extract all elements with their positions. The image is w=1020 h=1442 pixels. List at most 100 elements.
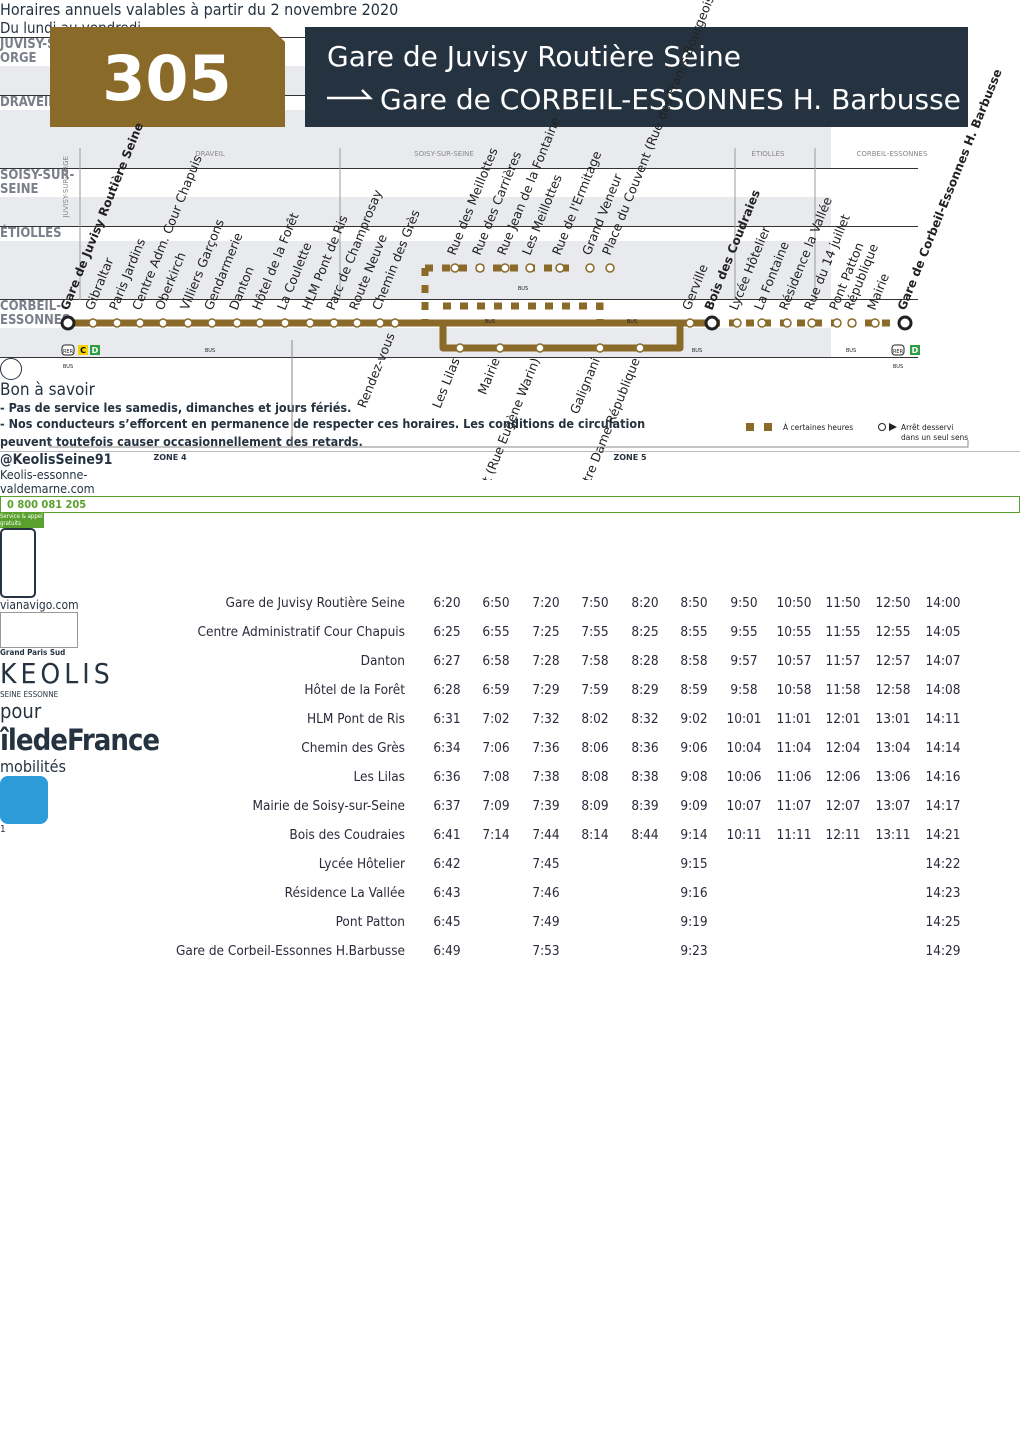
- stop: [207, 318, 217, 328]
- time: 10:04: [726, 740, 762, 756]
- time: 8:06: [581, 740, 609, 756]
- time: 9:14: [680, 827, 708, 843]
- time: 6:43: [433, 885, 461, 901]
- legend-arrow: [889, 423, 897, 431]
- legend-swatch: [764, 423, 772, 431]
- phone-note: Service & appel gratuits: [0, 513, 44, 528]
- time: 13:11: [875, 827, 911, 843]
- stop: [375, 318, 385, 328]
- badge-d-text: D: [912, 346, 919, 355]
- stop: [832, 318, 842, 328]
- time: 7:58: [581, 653, 609, 669]
- stop: [255, 318, 265, 328]
- time: 8:20: [631, 595, 659, 611]
- time: 6:50: [482, 595, 510, 611]
- stop: [685, 318, 695, 328]
- badge-bus: BUS: [893, 364, 903, 370]
- time: 14:14: [925, 740, 961, 756]
- time: 9:06: [680, 740, 708, 756]
- time: 12:57: [875, 653, 911, 669]
- time: 12:11: [825, 827, 861, 843]
- group-rule: [0, 226, 918, 227]
- commune-label: ÉTIOLLES: [752, 149, 785, 158]
- time: 9:19: [680, 914, 708, 930]
- time: 6:36: [433, 769, 461, 785]
- time: 6:34: [433, 740, 461, 756]
- time: 8:32: [631, 711, 659, 727]
- time: 9:16: [680, 885, 708, 901]
- time: 12:55: [875, 624, 911, 640]
- row-bg: [0, 139, 831, 168]
- time: 13:06: [875, 769, 911, 785]
- badge-bus: BUS: [518, 286, 528, 292]
- site: Keolis-essonne-valdemarne.com: [0, 467, 95, 496]
- stop-name: Mairie de Soisy-sur-Seine: [252, 798, 406, 814]
- phone: 0 800 081 205: [0, 496, 1020, 513]
- time: 13:04: [875, 740, 911, 756]
- time: 8:50: [680, 595, 708, 611]
- info-icon: [0, 358, 22, 380]
- time: 8:36: [631, 740, 659, 756]
- stop: [183, 318, 193, 328]
- time: 10:57: [776, 653, 812, 669]
- info-line: - Nos conducteurs s’efforcent en permane…: [0, 416, 646, 449]
- time: 7:49: [532, 914, 560, 930]
- commune-label: DRAVEIL: [195, 150, 225, 158]
- time: 14:22: [925, 856, 961, 872]
- time: 12:07: [825, 798, 861, 814]
- time: 7:59: [581, 682, 609, 698]
- title-band: [305, 27, 968, 127]
- time: 14:00: [925, 595, 961, 611]
- time: 10:55: [776, 624, 812, 640]
- time: 9:09: [680, 798, 708, 814]
- table-title: Horaires annuels valables à partir du 2 …: [0, 0, 399, 19]
- time: 7:55: [581, 624, 609, 640]
- stop: [870, 318, 880, 328]
- stop-name: Danton: [360, 653, 405, 669]
- keolis: KEOLIS: [0, 657, 114, 690]
- time: 6:31: [433, 711, 461, 727]
- time: 9:57: [730, 653, 758, 669]
- time: 12:50: [875, 595, 911, 611]
- stop: [525, 263, 535, 273]
- time: 14:29: [925, 943, 961, 959]
- arrow: [327, 89, 374, 100]
- twitter: @KeolisSeine91: [0, 452, 113, 468]
- idf: îledeFrance: [0, 723, 160, 757]
- stop: [535, 343, 545, 353]
- time: 7:06: [482, 740, 510, 756]
- time: 14:17: [925, 798, 961, 814]
- time: 12:06: [825, 769, 861, 785]
- stop: [757, 318, 767, 328]
- stop-name: HLM Pont de Ris: [306, 711, 405, 727]
- time: 13:07: [875, 798, 911, 814]
- stop: [390, 318, 400, 328]
- table-bottom-rule: [0, 357, 918, 358]
- pour: pour: [0, 699, 42, 723]
- time: 9:23: [680, 943, 708, 959]
- time: 14:11: [925, 711, 961, 727]
- time: 9:55: [730, 624, 758, 640]
- stop-name: Pont Patton: [335, 914, 405, 930]
- time: 7:32: [532, 711, 560, 727]
- stop-name: Résidence La Vallée: [284, 885, 405, 901]
- row-bg: [0, 328, 831, 357]
- idf-sub: mobilités: [0, 757, 66, 776]
- footer-rule: [0, 451, 1020, 452]
- stop: [135, 318, 145, 328]
- time: 6:25: [433, 624, 461, 640]
- legend-label: À certaines heures: [783, 423, 853, 432]
- stop: [704, 315, 720, 331]
- stop: [897, 315, 913, 331]
- badge-rer: RER: [63, 349, 74, 355]
- navigo: vianavigo.com: [0, 598, 79, 612]
- time: 7:50: [581, 595, 609, 611]
- stop-name: Gare de Corbeil-Essonnes H.Barbusse: [175, 943, 405, 959]
- badge-c: [78, 345, 88, 355]
- badge-rer: RER: [893, 349, 904, 355]
- phone-icon: [0, 528, 36, 598]
- time: 12:58: [875, 682, 911, 698]
- time: 8:02: [581, 711, 609, 727]
- time: 6:41: [433, 827, 461, 843]
- time: 7:14: [482, 827, 510, 843]
